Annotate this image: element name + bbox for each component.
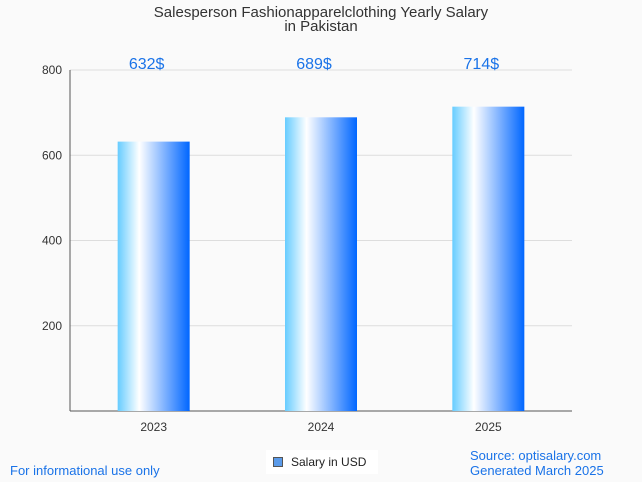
bar-2025 xyxy=(452,106,525,411)
legend-swatch xyxy=(273,457,283,467)
y-tick-label: 200 xyxy=(42,319,62,333)
disclaimer: For informational use only xyxy=(10,463,160,478)
bar-2023 xyxy=(117,141,190,412)
y-tick-label: 800 xyxy=(42,63,62,77)
x-tick-label: 2023 xyxy=(140,420,167,434)
x-tick-label: 2024 xyxy=(308,420,335,434)
bar-2024 xyxy=(285,117,357,411)
y-tick-label: 400 xyxy=(42,234,62,248)
data-label: 714$ xyxy=(464,56,500,73)
data-label: 632$ xyxy=(129,56,165,73)
source-link[interactable]: Source: optisalary.com xyxy=(470,448,602,463)
chart-subtitle: in Pakistan xyxy=(284,18,358,35)
legend[interactable]: Salary in USD xyxy=(266,450,378,474)
y-tick-label: 600 xyxy=(42,148,62,162)
legend-label: Salary in USD xyxy=(291,455,367,469)
data-label: 689$ xyxy=(296,56,332,73)
x-tick-label: 2025 xyxy=(475,420,502,434)
generated-date: Generated March 2025 xyxy=(470,463,604,478)
chart-title: Salesperson Fashionapparelclothing Yearl… xyxy=(153,4,489,21)
